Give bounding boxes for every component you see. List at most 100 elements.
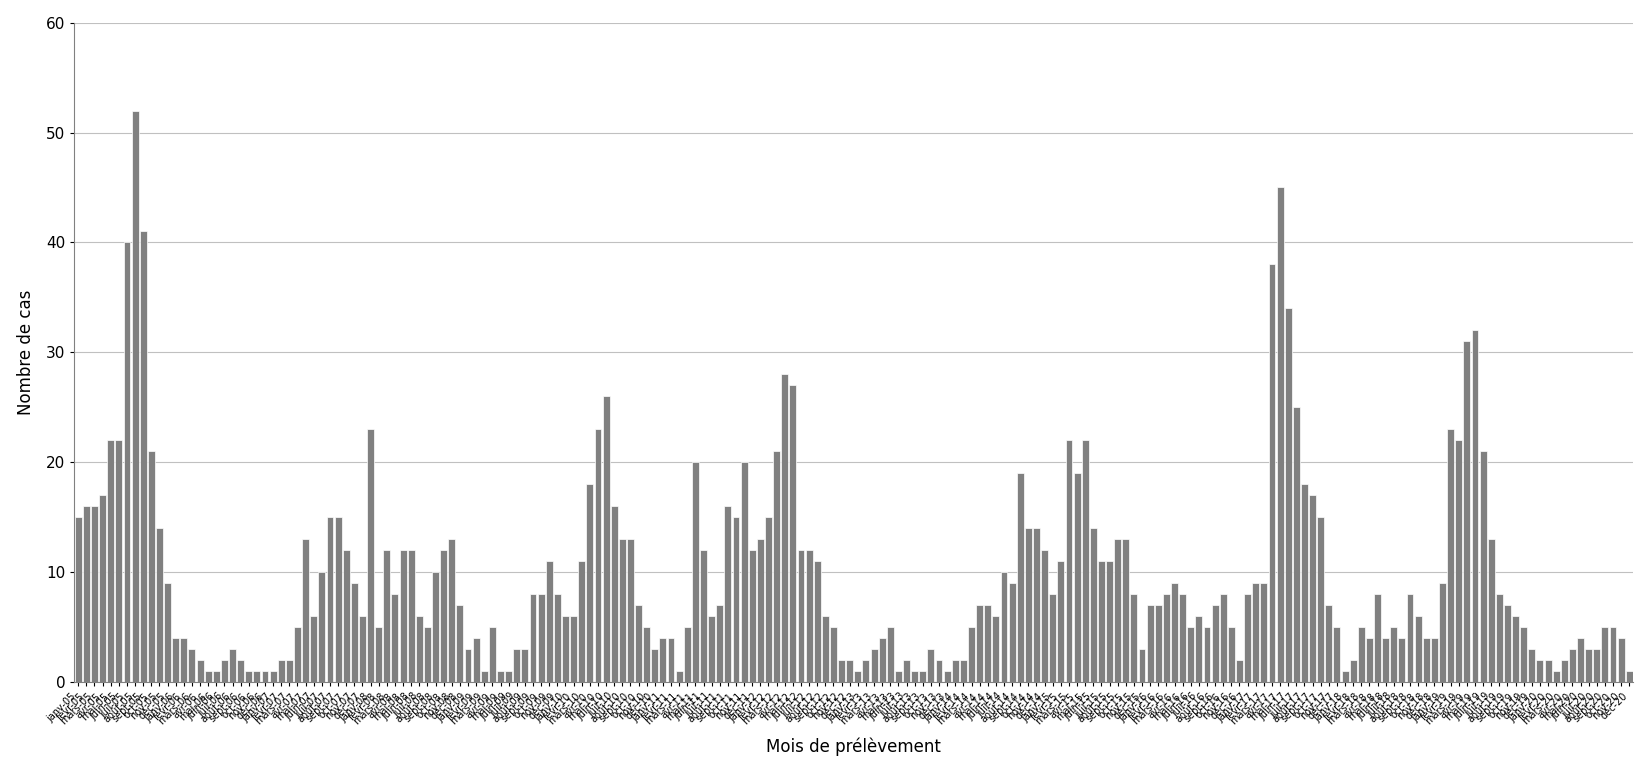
Bar — [1016, 473, 1023, 682]
Bar — [1625, 671, 1634, 682]
Bar — [1025, 528, 1031, 682]
Bar — [578, 561, 586, 682]
Bar — [368, 429, 375, 682]
Bar — [99, 495, 106, 682]
Bar — [602, 397, 609, 682]
Bar — [619, 539, 625, 682]
Bar — [1617, 638, 1625, 682]
Bar — [683, 627, 691, 682]
Bar — [627, 539, 634, 682]
Bar — [563, 616, 569, 682]
Bar — [180, 638, 186, 682]
Bar — [741, 462, 747, 682]
Bar — [789, 385, 797, 682]
Bar — [652, 649, 658, 682]
Bar — [465, 649, 472, 682]
Bar — [1447, 429, 1454, 682]
Bar — [546, 561, 553, 682]
Bar — [399, 550, 406, 682]
Bar — [335, 517, 342, 682]
Bar — [74, 517, 82, 682]
Bar — [1203, 627, 1211, 682]
Bar — [1074, 473, 1081, 682]
Bar — [554, 594, 561, 682]
Bar — [1277, 188, 1284, 682]
Bar — [229, 649, 236, 682]
Bar — [716, 605, 723, 682]
Bar — [188, 649, 195, 682]
Bar — [1488, 539, 1495, 682]
Bar — [944, 671, 950, 682]
Bar — [813, 561, 820, 682]
Bar — [351, 583, 358, 682]
Bar — [1399, 638, 1406, 682]
Bar — [863, 660, 870, 682]
Bar — [1269, 264, 1275, 682]
Bar — [1528, 649, 1534, 682]
Bar — [1228, 627, 1234, 682]
Bar — [724, 506, 731, 682]
Bar — [205, 671, 211, 682]
Bar — [1033, 528, 1040, 682]
Bar — [952, 660, 959, 682]
Bar — [213, 671, 219, 682]
Bar — [148, 451, 155, 682]
Bar — [408, 550, 414, 682]
Bar — [82, 506, 89, 682]
Bar — [91, 506, 97, 682]
Bar — [1511, 616, 1520, 682]
Bar — [1350, 660, 1356, 682]
Bar — [1180, 594, 1186, 682]
Bar — [327, 517, 333, 682]
Bar — [343, 550, 350, 682]
Bar — [886, 627, 894, 682]
Bar — [757, 539, 764, 682]
Bar — [879, 638, 886, 682]
Bar — [1520, 627, 1528, 682]
Bar — [1333, 627, 1340, 682]
Bar — [708, 616, 714, 682]
Bar — [269, 671, 277, 682]
Bar — [594, 429, 601, 682]
Bar — [383, 550, 391, 682]
Bar — [782, 374, 789, 682]
Bar — [1114, 539, 1120, 682]
Bar — [1594, 649, 1600, 682]
Bar — [1196, 616, 1203, 682]
Bar — [1610, 627, 1617, 682]
Bar — [285, 660, 292, 682]
Bar — [488, 627, 497, 682]
Bar — [871, 649, 878, 682]
Bar — [1391, 627, 1398, 682]
Bar — [441, 550, 447, 682]
Bar — [805, 550, 812, 682]
Bar — [1172, 583, 1178, 682]
Bar — [530, 594, 536, 682]
Bar — [116, 441, 122, 682]
Bar — [960, 660, 967, 682]
Bar — [416, 616, 422, 682]
Bar — [1414, 616, 1422, 682]
Y-axis label: Nombre de cas: Nombre de cas — [16, 290, 35, 415]
Bar — [830, 627, 837, 682]
Bar — [1553, 671, 1559, 682]
Bar — [1544, 660, 1551, 682]
Bar — [1163, 594, 1170, 682]
Bar — [1569, 649, 1576, 682]
Bar — [238, 660, 244, 682]
Bar — [163, 583, 172, 682]
Bar — [610, 506, 617, 682]
Bar — [977, 605, 983, 682]
Bar — [505, 671, 512, 682]
Bar — [538, 594, 544, 682]
Bar — [1472, 330, 1478, 682]
Bar — [1561, 660, 1567, 682]
Bar — [1480, 451, 1487, 682]
Bar — [318, 572, 325, 682]
Bar — [375, 627, 383, 682]
Bar — [521, 649, 528, 682]
Bar — [838, 660, 845, 682]
Bar — [1138, 649, 1145, 682]
Bar — [1300, 484, 1308, 682]
Bar — [571, 616, 578, 682]
